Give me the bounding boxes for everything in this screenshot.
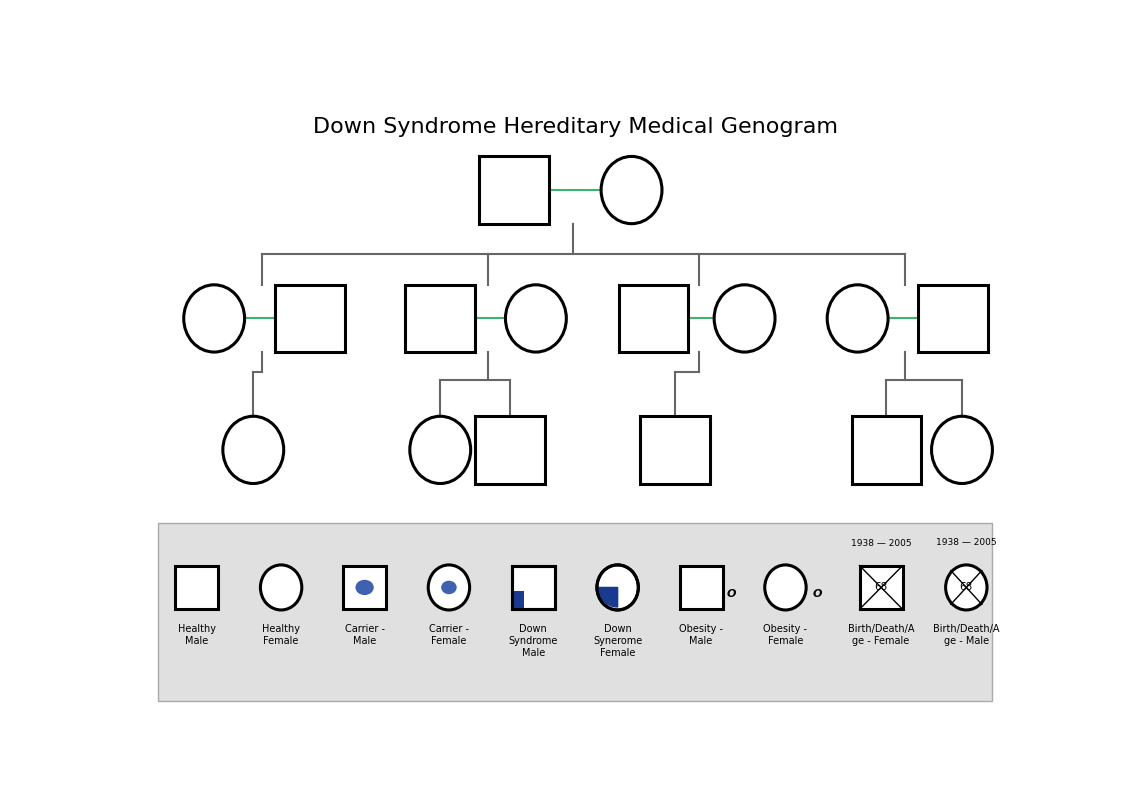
Ellipse shape — [827, 285, 889, 352]
Ellipse shape — [429, 565, 470, 610]
Bar — [641, 416, 710, 484]
Ellipse shape — [714, 285, 775, 352]
Text: Obesity -
Female: Obesity - Female — [763, 623, 808, 646]
Bar — [175, 565, 219, 609]
Ellipse shape — [356, 580, 374, 595]
Text: 1938 — 2005: 1938 — 2005 — [936, 538, 996, 547]
Bar — [618, 285, 688, 352]
Ellipse shape — [410, 416, 471, 484]
Text: O: O — [812, 589, 821, 599]
Text: O: O — [727, 589, 736, 599]
Ellipse shape — [597, 565, 638, 610]
Ellipse shape — [260, 565, 302, 610]
Ellipse shape — [765, 565, 806, 610]
Bar — [512, 565, 555, 609]
Text: Down
Synerome
Female: Down Synerome Female — [594, 623, 642, 658]
Text: Birth/Death/A
ge - Female: Birth/Death/A ge - Female — [848, 623, 914, 646]
Bar — [512, 591, 524, 609]
Bar — [852, 416, 921, 484]
Text: 68: 68 — [874, 583, 888, 592]
Bar — [512, 565, 555, 609]
Bar — [859, 565, 903, 609]
Bar — [405, 285, 475, 352]
Ellipse shape — [946, 565, 987, 610]
Text: Down
Syndrome
Male: Down Syndrome Male — [508, 623, 558, 658]
Bar — [157, 523, 992, 700]
Text: Carrier -
Female: Carrier - Female — [429, 623, 469, 646]
Bar — [475, 416, 544, 484]
Bar — [275, 285, 344, 352]
Text: Down Syndrome Hereditary Medical Genogram: Down Syndrome Hereditary Medical Genogra… — [313, 117, 837, 137]
Text: 68: 68 — [959, 583, 973, 592]
Ellipse shape — [223, 416, 284, 484]
Text: Healthy
Female: Healthy Female — [263, 623, 300, 646]
Ellipse shape — [184, 285, 245, 352]
Bar — [479, 156, 549, 224]
Ellipse shape — [931, 416, 993, 484]
Bar — [680, 565, 723, 609]
Text: Obesity -
Male: Obesity - Male — [679, 623, 723, 646]
Wedge shape — [598, 588, 617, 607]
Bar — [343, 565, 386, 609]
Text: 1938 — 2005: 1938 — 2005 — [850, 539, 911, 548]
Text: Birth/Death/A
ge - Male: Birth/Death/A ge - Male — [934, 623, 1000, 646]
Text: Carrier -
Male: Carrier - Male — [344, 623, 385, 646]
Ellipse shape — [441, 580, 457, 594]
Bar — [919, 285, 988, 352]
Ellipse shape — [505, 285, 567, 352]
Text: Healthy
Male: Healthy Male — [177, 623, 215, 646]
Ellipse shape — [601, 156, 662, 224]
